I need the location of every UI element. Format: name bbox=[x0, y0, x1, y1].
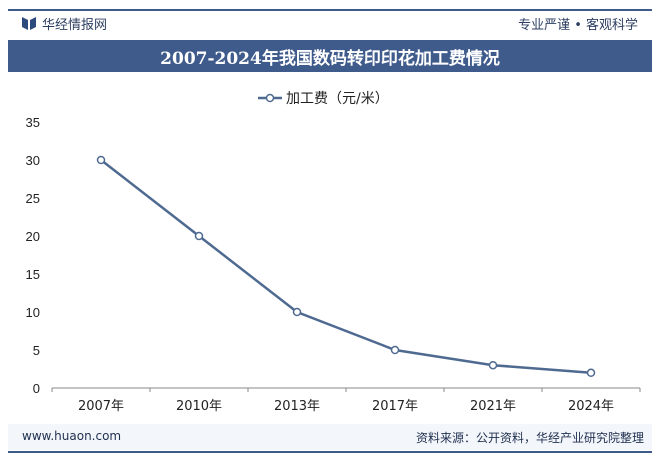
y-tick-label: 25 bbox=[26, 191, 40, 206]
y-tick-label: 30 bbox=[26, 153, 40, 168]
data-point bbox=[96, 155, 106, 165]
legend-label: 加工费（元/米） bbox=[286, 91, 389, 107]
data-point bbox=[390, 345, 400, 355]
x-tick-label: 2010年 bbox=[176, 399, 222, 414]
x-tick-label: 2021年 bbox=[470, 399, 516, 414]
y-tick-label: 5 bbox=[33, 343, 40, 358]
footer: www.huaon.com 资料来源：公开资料，华经产业研究院整理 bbox=[8, 424, 652, 450]
brand-name: 华经情报网 bbox=[42, 18, 108, 33]
data-point bbox=[586, 368, 596, 378]
logo-icon bbox=[22, 17, 36, 30]
top-divider bbox=[8, 9, 652, 11]
x-tick-label: 2024年 bbox=[568, 399, 614, 414]
brand: 华经情报网 bbox=[22, 14, 107, 33]
data-point bbox=[194, 231, 204, 241]
x-tick-label: 2007年 bbox=[78, 399, 124, 414]
y-tick-label: 0 bbox=[33, 381, 40, 396]
slogan: 专业严谨 • 客观科学 bbox=[518, 18, 638, 33]
series-line bbox=[100, 159, 592, 375]
legend-marker bbox=[265, 93, 275, 103]
site-url: www.huaon.com bbox=[22, 429, 122, 443]
data-point bbox=[292, 307, 302, 317]
y-tick-label: 15 bbox=[26, 267, 40, 282]
bottom-divider bbox=[8, 451, 652, 453]
data-point bbox=[488, 360, 498, 370]
x-tick-label: 2017年 bbox=[372, 399, 418, 414]
x-tick-label: 2013年 bbox=[274, 399, 320, 414]
chart-title: 2007-2024年我国数码转印印花加工费情况 bbox=[8, 40, 652, 72]
y-tick-label: 35 bbox=[26, 115, 40, 130]
y-tick-label: 20 bbox=[26, 229, 40, 244]
y-tick-label: 10 bbox=[26, 305, 40, 320]
source-note: 资料来源：公开资料，华经产业研究院整理 bbox=[415, 431, 644, 445]
